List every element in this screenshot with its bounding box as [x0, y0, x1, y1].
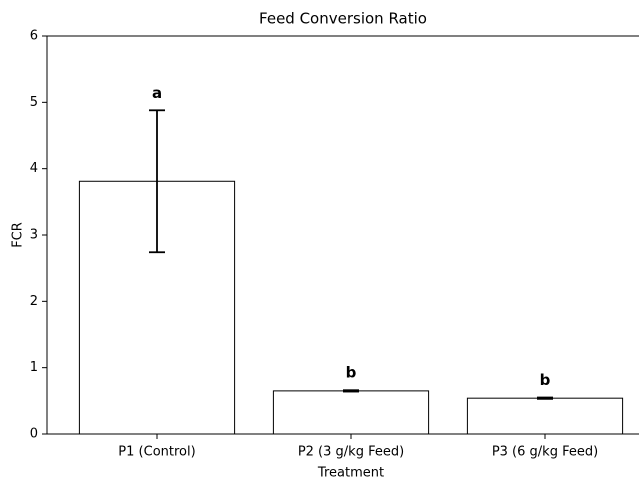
x-tick-label: P3 (6 g/kg Feed)	[492, 445, 598, 460]
y-tick-label: 4	[30, 161, 38, 176]
x-axis-label: Treatment	[317, 466, 384, 481]
y-tick-label: 0	[30, 427, 38, 442]
x-tick-label: P1 (Control)	[118, 445, 195, 460]
significance-letter: b	[540, 371, 551, 389]
x-tick-label: P2 (3 g/kg Feed)	[298, 445, 404, 460]
error-bar	[537, 396, 553, 400]
significance-letter: b	[346, 364, 357, 382]
y-tick-label: 2	[30, 294, 38, 309]
error-bar	[343, 389, 359, 393]
y-tick-label: 3	[30, 228, 38, 243]
y-tick-label: 1	[30, 360, 38, 375]
bar	[272, 390, 430, 435]
y-axis-label: FCR	[11, 222, 26, 248]
significance-letter: a	[152, 84, 162, 102]
bar	[466, 397, 624, 435]
chart-title: Feed Conversion Ratio	[259, 10, 427, 28]
y-tick-label: 6	[30, 29, 38, 44]
error-bar	[149, 109, 165, 254]
y-tick-label: 5	[30, 95, 38, 110]
